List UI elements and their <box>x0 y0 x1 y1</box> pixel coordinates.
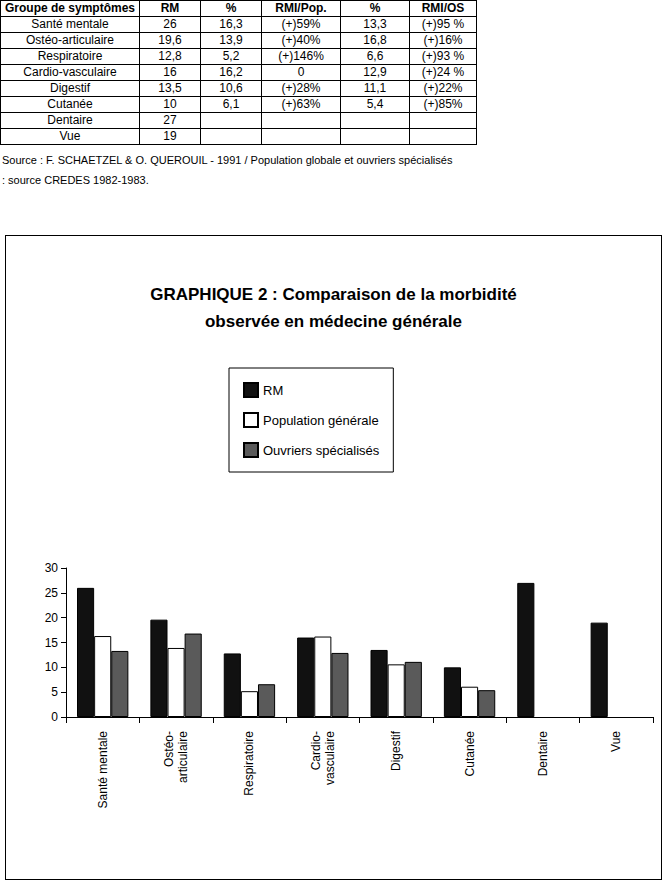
html-text:19,6: 19,6 <box>158 33 182 47</box>
html-text:6,1: 6,1 <box>222 97 240 111</box>
html-text:12,9: 12,9 <box>363 65 387 79</box>
html-text:Cutanée: Cutanée <box>47 97 93 111</box>
html-text:Groupe de symptômes: Groupe de symptômes <box>5 1 135 15</box>
svg-text:5: 5 <box>51 685 58 699</box>
html-text:Santé mentale: Santé mentale <box>31 17 109 31</box>
html-text:11,1: 11,1 <box>363 81 387 95</box>
html-text:(+)63%: (+)63% <box>281 97 321 111</box>
svg-text:15: 15 <box>45 636 59 650</box>
html-text:RMI/OS: RMI/OS <box>421 1 465 15</box>
html-text:: source CREDES 1982-1983.: : source CREDES 1982-1983. <box>2 174 149 186</box>
svg-text:GRAPHIQUE 2 : Comparaison de l: GRAPHIQUE 2 : Comparaison de la morbidit… <box>150 285 517 304</box>
svg-text:10: 10 <box>45 660 59 674</box>
html-text:Ostéo-articulaire: Ostéo-articulaire <box>26 33 114 47</box>
html-text:16,2: 16,2 <box>219 65 243 79</box>
html-text:RMI/Pop.: RMI/Pop. <box>275 1 327 15</box>
html-text:(+)16%: (+)16% <box>423 33 463 47</box>
html-text:16,3: 16,3 <box>219 17 243 31</box>
html-text:(+)59%: (+)59% <box>281 17 321 31</box>
html-text:(+)93 %: (+)93 % <box>421 49 465 63</box>
html-text:13,5: 13,5 <box>158 81 182 95</box>
svg-text:Respiratoire: Respiratoire <box>242 731 256 796</box>
html-text:12,8: 12,8 <box>158 49 182 63</box>
html-text:5,4: 5,4 <box>366 97 384 111</box>
html-text:(+)28%: (+)28% <box>281 81 321 95</box>
html-text:26: 26 <box>163 17 177 31</box>
svg-text:Ostéo-: Ostéo- <box>162 731 176 767</box>
svg-text:vasculaire: vasculaire <box>323 731 337 785</box>
html-text:Source : F. SCHAETZEL & O. QUE: Source : F. SCHAETZEL & O. QUEROUIL - 19… <box>2 154 453 166</box>
html-text:10,6: 10,6 <box>219 81 243 95</box>
svg-text:Population générale: Population générale <box>263 413 379 428</box>
html-text:10: 10 <box>163 97 177 111</box>
html-text:Respiratoire: Respiratoire <box>37 49 103 63</box>
svg-text:Digestif: Digestif <box>389 730 403 771</box>
svg-text:20: 20 <box>45 611 59 625</box>
html-text:(+)22%: (+)22% <box>423 81 463 95</box>
html-text:Vue: Vue <box>59 129 81 143</box>
html-text:13,3: 13,3 <box>363 17 387 31</box>
html-text:Cardio-vasculaire: Cardio-vasculaire <box>23 65 117 79</box>
html-text:16: 16 <box>163 65 177 79</box>
html-text:Dentaire: Dentaire <box>47 113 93 127</box>
html-text:16,8: 16,8 <box>363 33 387 47</box>
html-text:Digestif: Digestif <box>50 81 90 95</box>
svg-text:Vue: Vue <box>609 731 623 752</box>
svg-text:Dentaire: Dentaire <box>536 731 550 777</box>
svg-text:Cardio-: Cardio- <box>309 731 323 770</box>
html-text:19: 19 <box>163 129 177 143</box>
html-text:(+)40%: (+)40% <box>281 33 321 47</box>
html-text:(+)146%: (+)146% <box>278 49 324 63</box>
html-text:6,6: 6,6 <box>366 49 384 63</box>
html-text:(+)95 %: (+)95 % <box>421 17 465 31</box>
svg-text:observée en médecine générale: observée en médecine générale <box>205 312 462 331</box>
html-text:(+)85%: (+)85% <box>423 97 463 111</box>
html-text:0: 0 <box>297 65 305 79</box>
svg-text:0: 0 <box>51 710 58 724</box>
svg-text:Cutanée: Cutanée <box>463 731 477 777</box>
html-text:27: 27 <box>163 113 177 127</box>
html-text:RM: RM <box>160 1 180 15</box>
svg-text:Ouvriers spécialisés: Ouvriers spécialisés <box>263 443 380 458</box>
html-text:(+)24 %: (+)24 % <box>421 65 465 79</box>
svg-text:25: 25 <box>45 586 59 600</box>
html-text:5,2: 5,2 <box>222 49 240 63</box>
html-text:13,9: 13,9 <box>219 33 243 47</box>
svg-text:Santé mentale: Santé mentale <box>96 731 110 809</box>
svg-text:articulaire: articulaire <box>176 731 190 783</box>
svg-text:RM: RM <box>263 383 283 398</box>
svg-text:30: 30 <box>45 561 59 575</box>
